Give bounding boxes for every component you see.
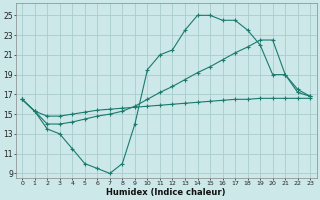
X-axis label: Humidex (Indice chaleur): Humidex (Indice chaleur) — [107, 188, 226, 197]
